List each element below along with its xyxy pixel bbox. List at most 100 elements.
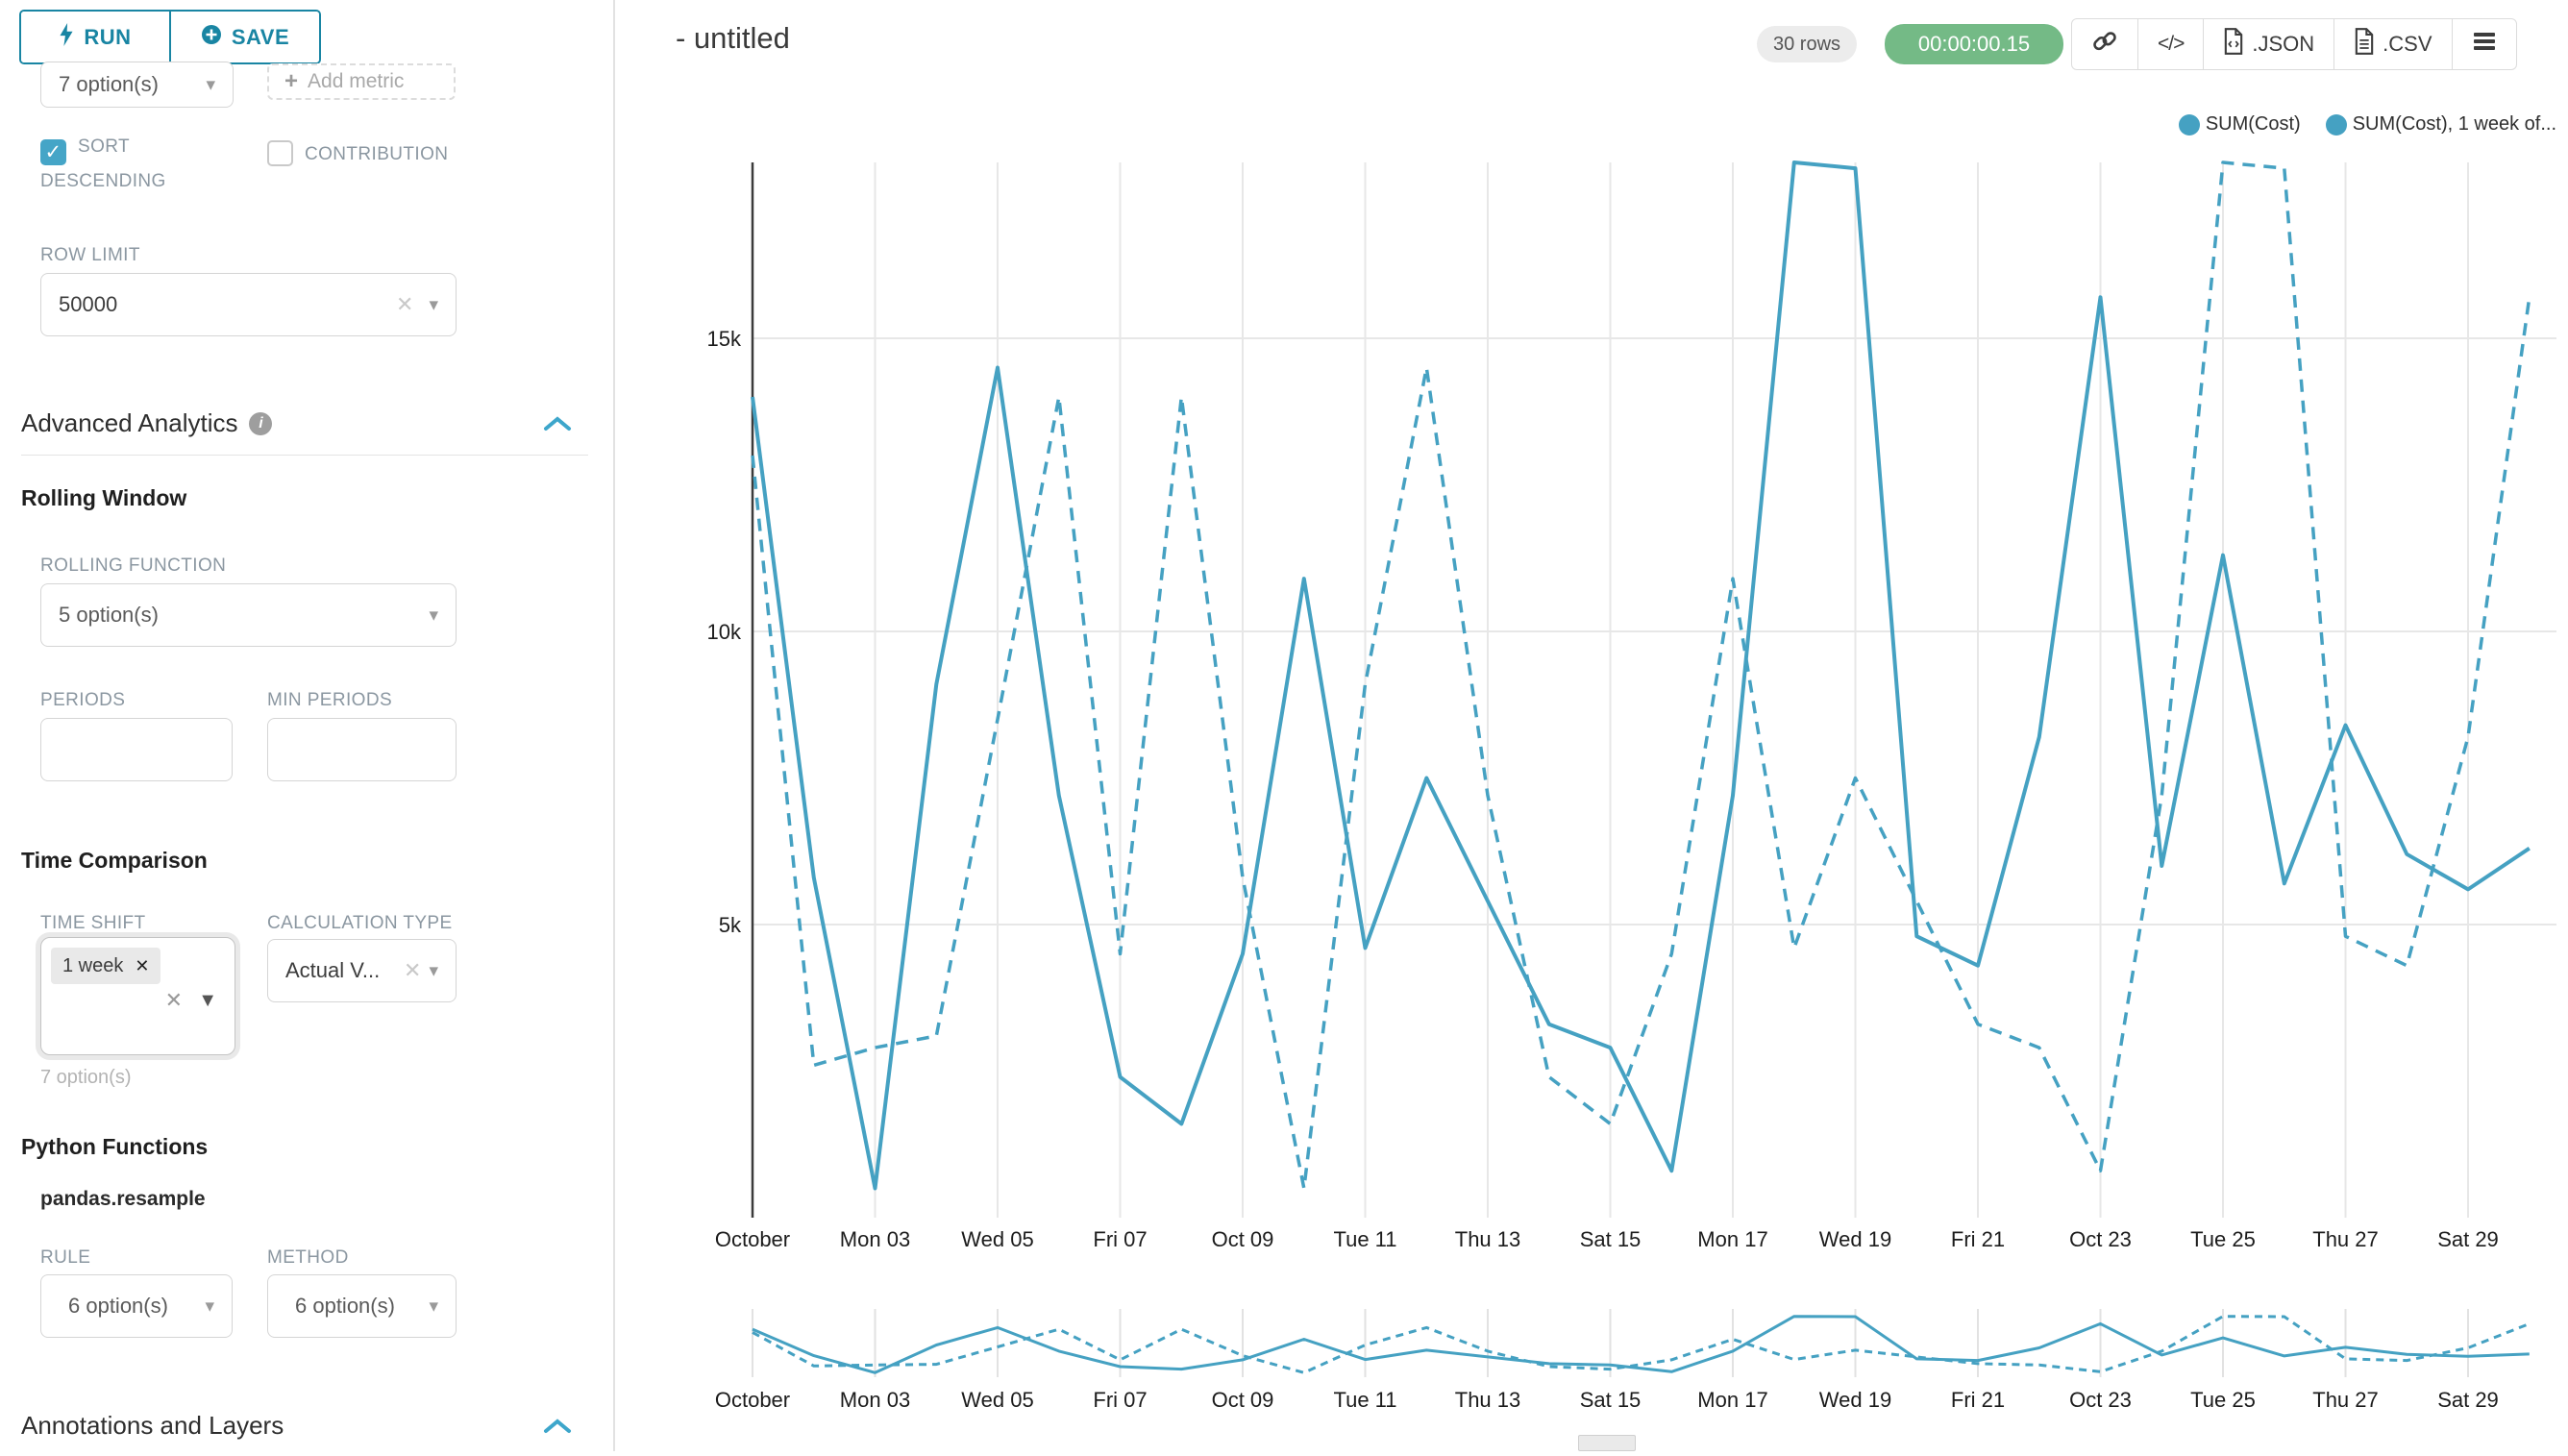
x-tick-label: Mon 03: [840, 1227, 910, 1251]
chevron-down-icon: ▼: [198, 990, 217, 1011]
x-tick-label: Oct 23: [2069, 1227, 2132, 1251]
series-line-dashed[interactable]: [751, 160, 2531, 1191]
min-periods-label: MIN PERIODS: [267, 690, 393, 710]
calculation-type-value: Actual V...: [285, 958, 381, 982]
mini-x-tick-label: Thu 13: [1455, 1388, 1521, 1412]
time-comparison-title: Time Comparison: [21, 848, 208, 873]
x-tick-label: Mon 17: [1697, 1227, 1767, 1251]
main-line-chart[interactable]: 5k 10k 15k October Mon 03 Wed 05 Fri 07 Oct 09 T…: [673, 96, 2568, 1283]
mini-x-tick-label: Mon 17: [1697, 1388, 1767, 1412]
rolling-function-value: 5 option(s): [59, 603, 159, 627]
rolling-function-select[interactable]: 5 option(s) ▾: [40, 583, 457, 647]
chevron-down-icon: ▾: [429, 1296, 438, 1317]
info-icon: i: [249, 411, 273, 435]
mini-x-tick-label: Wed 19: [1819, 1388, 1891, 1412]
x-tick-label: Tue 11: [1333, 1227, 1396, 1251]
contribution-checkbox-row[interactable]: CONTRIBUTION: [267, 138, 594, 171]
export-json-button[interactable]: .JSON: [2203, 19, 2333, 69]
min-periods-input[interactable]: [267, 718, 457, 781]
checkbox-checked-icon[interactable]: ✓: [40, 139, 66, 165]
time-shift-select[interactable]: 1 week ✕ ✕ ▼: [40, 937, 235, 1055]
sort-descending-label: SORT DESCENDING: [40, 136, 166, 191]
mini-x-tick-label: Fri 21: [1951, 1388, 2005, 1412]
rule-select[interactable]: 6 option(s) ▾: [40, 1274, 233, 1338]
legend-item-sum-cost-offset[interactable]: SUM(Cost), 1 week of...: [2325, 113, 2556, 136]
x-tick-label: Sat 15: [1580, 1227, 1642, 1251]
time-shift-tag[interactable]: 1 week ✕: [51, 948, 161, 984]
panel-divider: [613, 0, 615, 1451]
x-tick-label: Tue 25: [2190, 1227, 2256, 1251]
export-json-label: .JSON: [2252, 32, 2315, 56]
embed-code-button[interactable]: </>: [2137, 19, 2203, 69]
x-tick-label: Fri 21: [1951, 1227, 2005, 1251]
legend-dot-icon: [2325, 113, 2347, 136]
mini-x-tick-label: Tue 11: [1333, 1388, 1396, 1412]
context-mini-chart[interactable]: October Mon 03 Wed 05 Fri 07 Oct 09 Tue 11 Thu…: [673, 1278, 2568, 1456]
method-value: 6 option(s): [295, 1294, 395, 1318]
scrollbar-thumb[interactable]: [1578, 1435, 1636, 1451]
run-button-label: RUN: [84, 24, 132, 49]
mini-x-tick-label: Oct 09: [1212, 1388, 1274, 1412]
clear-icon[interactable]: ✕: [404, 958, 422, 982]
rule-label: RULE: [40, 1247, 91, 1268]
clear-icon[interactable]: ✕: [396, 292, 414, 316]
series-line-solid[interactable]: [751, 160, 2531, 1191]
chevron-down-icon: ▾: [429, 605, 438, 626]
x-tick-label: Wed 05: [961, 1227, 1033, 1251]
remove-tag-icon[interactable]: ✕: [135, 955, 150, 975]
sort-descending-checkbox-row[interactable]: ✓ SORT DESCENDING: [40, 131, 252, 198]
add-metric-label: Add metric: [308, 70, 405, 92]
save-button-label: SAVE: [231, 24, 290, 49]
chevron-up-icon[interactable]: [543, 415, 572, 432]
x-tick-label: Thu 27: [2312, 1227, 2379, 1251]
method-select[interactable]: 6 option(s) ▾: [267, 1274, 457, 1338]
y-tick-label: 15k: [707, 327, 742, 351]
menu-button[interactable]: [2451, 19, 2516, 69]
time-shift-label: TIME SHIFT: [40, 913, 146, 933]
mini-x-tick-label: Sat 15: [1580, 1388, 1642, 1412]
periods-label: PERIODS: [40, 690, 126, 710]
series-select-value: 7 option(s): [59, 72, 159, 96]
calculation-type-label: CALCULATION TYPE: [267, 913, 453, 933]
advanced-analytics-header[interactable]: Advanced Analytics i: [21, 408, 273, 438]
add-metric-button[interactable]: + Add metric: [267, 63, 456, 100]
legend-label: SUM(Cost), 1 week of...: [2352, 113, 2556, 135]
series-select[interactable]: 7 option(s) ▾: [40, 62, 234, 108]
mini-x-tick-label: Wed 05: [961, 1388, 1033, 1412]
section-divider: [21, 455, 588, 456]
rolling-window-title: Rolling Window: [21, 485, 187, 510]
mini-series-line-solid[interactable]: [752, 1315, 2530, 1374]
time-shift-hint: 7 option(s): [40, 1067, 132, 1088]
file-csv-icon: [2354, 28, 2375, 61]
export-csv-button[interactable]: .CSV: [2333, 19, 2451, 69]
legend-label: SUM(Cost): [2205, 113, 2301, 135]
mini-x-tick-label: Thu 27: [2312, 1388, 2379, 1412]
file-json-icon: [2223, 28, 2244, 61]
save-button[interactable]: SAVE: [169, 12, 319, 62]
chevron-down-icon: ▾: [205, 1296, 214, 1317]
rolling-function-label: ROLLING FUNCTION: [40, 555, 227, 576]
time-shift-tag-label: 1 week: [62, 954, 124, 976]
periods-input[interactable]: [40, 718, 233, 781]
run-button[interactable]: RUN: [21, 12, 169, 62]
clear-icon[interactable]: ✕: [164, 988, 183, 1012]
chevron-down-icon: ▾: [429, 294, 438, 315]
calculation-type-select[interactable]: Actual V... ✕ ▾: [267, 939, 457, 1002]
row-limit-select[interactable]: 50000 ✕ ▾: [40, 273, 457, 336]
x-tick-label: Oct 09: [1212, 1227, 1274, 1251]
mini-x-tick-label: Tue 25: [2190, 1388, 2256, 1412]
rows-count-badge: 30 rows: [1757, 26, 1857, 62]
chevron-up-icon[interactable]: [543, 1418, 572, 1435]
copy-link-button[interactable]: [2072, 19, 2137, 69]
mini-series-line-dashed[interactable]: [752, 1315, 2531, 1374]
row-limit-label: ROW LIMIT: [40, 245, 140, 265]
plus-circle-icon: [201, 24, 222, 51]
run-save-button-group: RUN SAVE: [19, 10, 321, 64]
chevron-down-icon: ▾: [206, 74, 215, 95]
mini-x-tick-label: October: [715, 1388, 790, 1412]
checkbox-unchecked-icon[interactable]: [267, 140, 293, 166]
annotations-header[interactable]: Annotations and Layers: [21, 1411, 284, 1441]
mini-x-tick-label: Oct 23: [2069, 1388, 2132, 1412]
legend-item-sum-cost[interactable]: SUM(Cost): [2178, 113, 2301, 136]
plus-icon: +: [284, 68, 299, 94]
